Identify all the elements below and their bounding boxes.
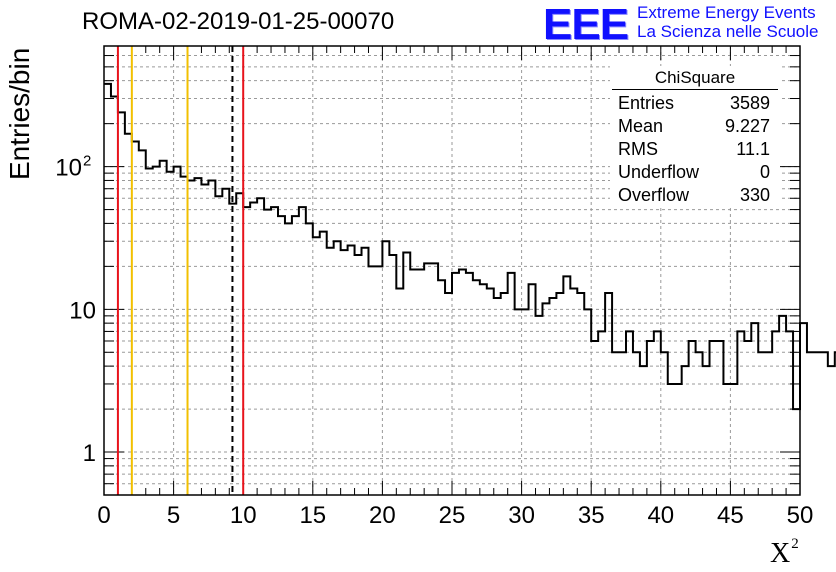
x-axis-superscript: 2 [791, 536, 799, 552]
stats-label: Entries [618, 93, 675, 113]
x-tick-labels: 0 5 10 15 20 25 30 35 40 45 50 [97, 502, 813, 529]
stats-value: 11.1 [736, 139, 770, 159]
logo-caption-line1: Extreme Energy Events [637, 3, 816, 22]
stats-row-rms: RMS 11.1 [618, 139, 770, 161]
x-tick-label: 45 [717, 502, 744, 529]
x-tick-label: 35 [578, 502, 605, 529]
y-tick-label: 10 [55, 155, 82, 182]
histogram-bins [104, 82, 836, 411]
y-tick-label-exponent: 2 [83, 153, 91, 170]
x-tick-label: 40 [647, 502, 674, 529]
y-tick-label: 10 [69, 297, 96, 324]
stats-label: Underflow [618, 162, 700, 182]
histogram-outline [104, 82, 836, 411]
run-title: ROMA-02-2019-01-25-00070 [82, 8, 395, 35]
x-axis-symbol: X [770, 538, 791, 569]
x-tick-label: 10 [230, 502, 257, 529]
axis-ticks [103, 45, 801, 496]
marker-lines [116, 46, 245, 495]
x-tick-label: 30 [508, 502, 535, 529]
x-axis-label: X2 [770, 536, 799, 570]
x-tick-label: 0 [97, 502, 110, 529]
stats-value: 3589 [729, 93, 770, 113]
stats-row-underflow: Underflow 0 [618, 162, 770, 184]
stats-row-mean: Mean 9.227 [618, 116, 770, 138]
y-tick-label: 1 [83, 440, 96, 467]
eee-logo: EEE [543, 0, 629, 49]
x-tick-label: 20 [369, 502, 396, 529]
x-tick-label: 5 [167, 502, 180, 529]
stats-label: RMS [618, 139, 658, 159]
stats-value: 9.227 [724, 116, 770, 136]
plot-frame [103, 45, 801, 496]
stats-label: Mean [618, 116, 664, 136]
stats-row-overflow: Overflow 330 [618, 185, 770, 207]
stats-title: ChiSquare [654, 68, 736, 87]
y-axis-label: Entries/bin [4, 47, 35, 180]
x-tick-label: 50 [787, 502, 814, 529]
stats-value: 0 [759, 162, 770, 182]
x-tick-label: 15 [299, 502, 326, 529]
stats-label: Overflow [618, 185, 690, 205]
stats-box: ChiSquare Entries 3589 Mean 9.227 RMS 11… [610, 66, 780, 206]
x-tick-label: 25 [439, 502, 466, 529]
stats-divider [612, 89, 778, 90]
stats-value: 330 [739, 185, 770, 205]
stats-row-entries: Entries 3589 [618, 93, 770, 115]
logo-caption-line2: La Scienza nelle Scuole [637, 22, 819, 41]
